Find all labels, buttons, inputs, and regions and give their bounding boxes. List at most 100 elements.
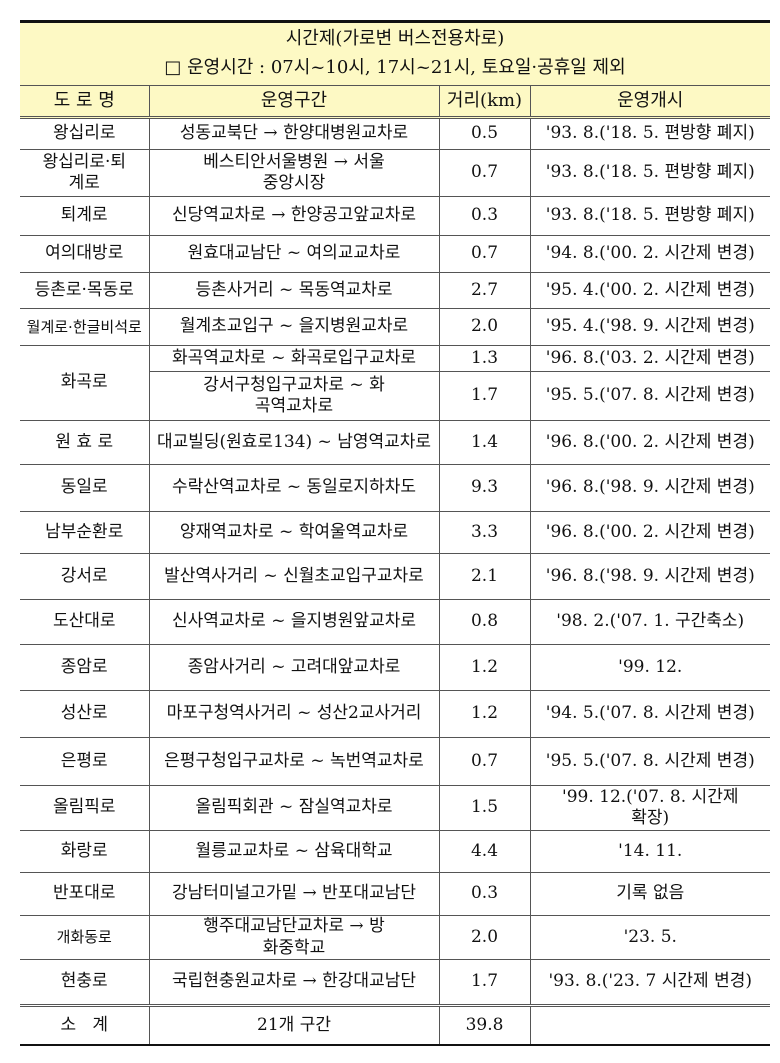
distance-cell: 1.7 <box>438 371 531 421</box>
table-row: 왕십리로 성동교북단 → 한양대병원교차로 0.5'93. 8.('18. 5. 편… <box>20 117 770 150</box>
section-cell: 국립현충원교차로 → 한강대교남단 <box>148 959 440 1006</box>
road-cell: 올림픽로 <box>20 785 150 831</box>
start-cell: '96. 8.('00. 2. 시간제 변경) <box>529 511 770 554</box>
table-row: 성산로 마포구청역사거리 ~ 성산2교사거리 1.2'94. 5.('07. 8. … <box>20 690 770 738</box>
bus-lane-table: 시간제(가로변 버스전용차로) □ 운영시간 : 07시~10시, 17시~21… <box>20 20 770 1046</box>
start-cell: '96. 8.('98. 9. 시간제 변경) <box>529 553 770 600</box>
distance-cell: 1.2 <box>438 690 531 738</box>
road-cell: 개화동로 <box>20 915 150 960</box>
start-cell: '95. 5.('07. 8. 시간제 변경) <box>529 737 770 786</box>
section-cell: 신사역교차로 ~ 을지병원앞교차로 <box>148 599 440 645</box>
table-row: 퇴계로 신당역교차로 → 한양공고앞교차로 0.3'93. 8.('18. 5. 편… <box>20 196 770 236</box>
start-cell: '96. 8.('98. 9. 시간제 변경) <box>529 464 770 512</box>
section-cell: 월계초교입구 ~ 을지병원교차로 <box>148 308 440 346</box>
section-cell: 올림픽회관 ~ 잠실역교차로 <box>148 785 440 831</box>
distance-cell: 1.2 <box>438 644 531 691</box>
distance-cell: 0.8 <box>438 599 531 645</box>
distance-cell: 1.3 <box>438 345 531 372</box>
distance-cell: 3.3 <box>438 511 531 554</box>
section-cell: 대교빌딩(원효로134) ~ 남영역교차로 <box>148 420 440 465</box>
section-cell: 월릉교교차로 ~ 삼육대학교 <box>148 830 440 873</box>
road-cell: 등촌로·목동로 <box>20 272 150 309</box>
start-cell: '93. 8.('18. 5. 편방향 폐지) <box>529 149 770 197</box>
road-cell: 반포대로 <box>20 872 150 916</box>
distance-cell: 2.7 <box>438 272 531 309</box>
section-cell: 베스티안서울병원 → 서울중앙시장 <box>148 149 440 197</box>
start-cell: '94. 5.('07. 8. 시간제 변경) <box>529 690 770 738</box>
total-label: 소 계 <box>20 1004 150 1046</box>
road-cell: 종암로 <box>20 644 150 691</box>
start-cell: '93. 8.('18. 5. 편방향 폐지) <box>529 117 770 150</box>
table-title-cell: 시간제(가로변 버스전용차로) □ 운영시간 : 07시~10시, 17시~21… <box>20 20 770 86</box>
header-start: 운영개시 <box>529 85 770 119</box>
section-cell: 은평구청입구교차로 ~ 녹번역교차로 <box>148 737 440 786</box>
road-cell: 도산대로 <box>20 599 150 645</box>
start-cell: '99. 12. <box>529 644 770 691</box>
section-cell: 행주대교남단교차로 → 방화중학교 <box>148 915 440 960</box>
start-cell: '98. 2.('07. 1. 구간축소) <box>529 599 770 645</box>
start-cell: '99. 12.('07. 8. 시간제 확장) <box>529 785 770 831</box>
start-cell: 기록 없음 <box>529 872 770 916</box>
start-cell: '95. 4.('98. 9. 시간제 변경) <box>529 308 770 346</box>
road-cell: 화곡로 <box>20 345 150 421</box>
section-cell: 수락산역교차로 ~ 동일로지하차도 <box>148 464 440 512</box>
road-cell: 현충로 <box>20 959 150 1006</box>
road-cell: 월계로·한글비석로 <box>20 308 150 346</box>
section-cell: 성동교북단 → 한양대병원교차로 <box>148 117 440 150</box>
table-row: 원 효 로 대교빌딩(원효로134) ~ 남영역교차로 1.4'96. 8.('00… <box>20 420 770 465</box>
table-row: 현충로 국립현충원교차로 → 한강대교남단 1.7'93. 8.('23. 7 시간… <box>20 959 770 1006</box>
distance-cell: 4.4 <box>438 830 531 873</box>
distance-cell: 2.0 <box>438 915 531 960</box>
table-row: 종암로 종암사거리 ~ 고려대앞교차로 1.2'99. 12. <box>20 644 770 691</box>
table-row: 등촌로·목동로 등촌사거리 ~ 목동역교차로 2.7'95. 4.('00. 2. … <box>20 272 770 309</box>
start-cell: '96. 8.('03. 2. 시간제 변경) <box>529 345 770 372</box>
distance-cell: 0.7 <box>438 149 531 197</box>
table-row: 화랑로 월릉교교차로 ~ 삼육대학교 4.4'14. 11. <box>20 830 770 873</box>
table-title: 시간제(가로변 버스전용차로) <box>285 28 505 50</box>
table-row: 월계로·한글비석로 월계초교입구 ~ 을지병원교차로 2.0'95. 4.('98.… <box>20 308 770 346</box>
distance-cell: 9.3 <box>438 464 531 512</box>
table-row: 왕십리로·퇴계로 베스티안서울병원 → 서울중앙시장 0.7'93. 8.('18.… <box>20 149 770 197</box>
road-cell: 남부순환로 <box>20 511 150 554</box>
distance-cell: 1.4 <box>438 420 531 465</box>
table-row: 도산대로 신사역교차로 ~ 을지병원앞교차로 0.8'98. 2.('07. 1. … <box>20 599 770 645</box>
section-cell: 양재역교차로 ~ 학여울역교차로 <box>148 511 440 554</box>
total-section: 21개 구간 <box>148 1004 440 1046</box>
table-row: 은평로 은평구청입구교차로 ~ 녹번역교차로 0.7'95. 5.('07. 8. … <box>20 737 770 786</box>
road-cell: 성산로 <box>20 690 150 738</box>
start-cell: '93. 8.('23. 7 시간제 변경) <box>529 959 770 1006</box>
distance-cell: 0.7 <box>438 737 531 786</box>
section-cell: 마포구청역사거리 ~ 성산2교사거리 <box>148 690 440 738</box>
distance-cell: 0.7 <box>438 235 531 273</box>
distance-cell: 2.0 <box>438 308 531 346</box>
section-cell: 신당역교차로 → 한양공고앞교차로 <box>148 196 440 236</box>
road-cell: 왕십리로·퇴계로 <box>20 149 150 197</box>
start-cell: '14. 11. <box>529 830 770 873</box>
distance-cell: 2.1 <box>438 553 531 600</box>
start-cell: '93. 8.('18. 5. 편방향 폐지) <box>529 196 770 236</box>
start-cell: '95. 4.('00. 2. 시간제 변경) <box>529 272 770 309</box>
road-cell: 원 효 로 <box>20 420 150 465</box>
total-row: 소 계 21개 구간 39.8 <box>20 1004 770 1046</box>
distance-cell: 0.5 <box>438 117 531 150</box>
distance-cell: 0.3 <box>438 196 531 236</box>
distance-cell: 1.5 <box>438 785 531 831</box>
road-cell: 여의대방로 <box>20 235 150 273</box>
total-distance: 39.8 <box>438 1004 531 1046</box>
road-cell: 화랑로 <box>20 830 150 873</box>
table-row: 올림픽로 올림픽회관 ~ 잠실역교차로 1.5'99. 12.('07. 8. 시간… <box>20 785 770 831</box>
section-cell: 강서구청입구교차로 ~ 화곡역교차로 <box>149 371 440 421</box>
header-distance: 거리(km) <box>438 85 531 119</box>
table-row: 동일로 수락산역교차로 ~ 동일로지하차도 9.3'96. 8.('98. 9. 시… <box>20 464 770 512</box>
table-row: 강서로 발산역사거리 ~ 신월초교입구교차로 2.1'96. 8.('98. 9. … <box>20 553 770 600</box>
road-cell: 동일로 <box>20 464 150 512</box>
table-row: 여의대방로 원효대교남단 ~ 여의교교차로 0.7'94. 8.('00. 2. 시… <box>20 235 770 273</box>
distance-cell: 1.7 <box>438 959 531 1006</box>
section-cell: 강남터미널고가밑 → 반포대교남단 <box>148 872 440 916</box>
section-cell: 발산역사거리 ~ 신월초교입구교차로 <box>148 553 440 600</box>
road-cell: 강서로 <box>20 553 150 600</box>
header-road: 도 로 명 <box>20 85 150 119</box>
table-row: 화곡로 화곡역교차로 ~ 화곡로입구교차로 1.3'96. 8.('03. 2. 시… <box>20 345 770 421</box>
table-row: 남부순환로 양재역교차로 ~ 학여울역교차로 3.3'96. 8.('00. 2. … <box>20 511 770 554</box>
section-cell: 화곡역교차로 ~ 화곡로입구교차로 <box>148 345 440 372</box>
